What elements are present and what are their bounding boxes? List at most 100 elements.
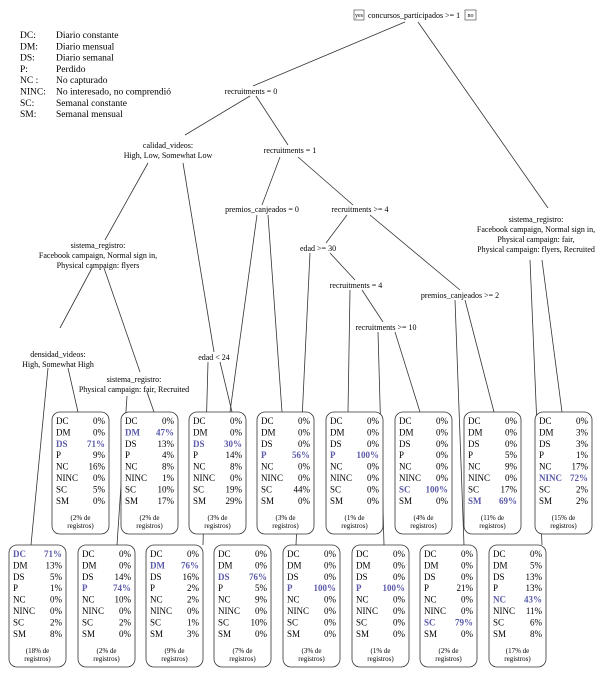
leaf-class-value: 0% xyxy=(187,549,200,559)
leaf-class-value: 0% xyxy=(324,560,337,570)
split-edad-lt-24: edad < 24 xyxy=(198,353,230,362)
leaf-footnote-1: (11% de xyxy=(481,514,504,522)
leaf-class-value: 47% xyxy=(156,427,174,437)
leaf-class-value: 0% xyxy=(324,606,337,616)
leaf-class-value: 8% xyxy=(162,462,175,472)
root-node: yes concursos_participados >= 1 no xyxy=(353,9,477,21)
leaf-class-label: P xyxy=(82,583,88,593)
leaf-class-value: 5% xyxy=(93,484,106,494)
leaf-class-label: DS xyxy=(261,439,273,449)
leaf-box xyxy=(120,411,179,535)
leaf-class-label: P xyxy=(193,450,198,460)
leaf-box xyxy=(282,544,341,668)
leaf-footnote-1: (2% de xyxy=(438,647,458,655)
leaf-class-label: NC xyxy=(56,462,69,472)
leaf-class-label: NINC xyxy=(13,606,35,616)
leaf-class-label: SM xyxy=(261,496,274,506)
split-premios-canjeados-ge-2: premios_canjeados >= 2 xyxy=(421,291,499,300)
leaf-class-label: NC xyxy=(356,595,369,605)
leaf-box xyxy=(351,544,410,668)
leaf-class-label: DM xyxy=(82,560,97,570)
leaf-footnote-2: registros) xyxy=(341,522,368,530)
leaf-class-label: DC xyxy=(468,416,481,426)
leaf-class-value: 0% xyxy=(324,549,337,559)
leaf-class-value: 9% xyxy=(505,462,518,472)
leaf-class-value: 0% xyxy=(461,549,474,559)
leaf-class-value: 0% xyxy=(324,595,337,605)
leaf-class-label: NC xyxy=(468,462,481,472)
leaf-class-label: SC xyxy=(13,617,24,627)
leaf-class-label: NINC xyxy=(261,473,283,483)
leaf-class-label: NINC xyxy=(287,606,309,616)
leaf-class-value: 8% xyxy=(50,629,63,639)
leaf-box xyxy=(488,544,547,668)
leaf-class-label: SM xyxy=(193,496,206,506)
leaf-box xyxy=(213,544,272,668)
split-recruitments-4: recruitments = 4 xyxy=(330,281,383,290)
leaf-class-label: DS xyxy=(330,439,342,449)
split-recruitments-0: recruitments = 0 xyxy=(225,87,278,96)
leaf-class-value: 5% xyxy=(255,583,268,593)
leaf-class-label: NC xyxy=(13,595,26,605)
leaf-footnote-2: registros) xyxy=(550,522,577,530)
split-sistema-registro-left-1: sistema_registro: xyxy=(71,241,126,250)
leaf-node: DC 0% DM 5% DS 13% P 13% NC 43% NINC 11% SC 6% SM 8%(17… xyxy=(488,544,547,668)
leaf-class-label: SM xyxy=(125,496,138,506)
leaf-class-value: 13% xyxy=(158,439,175,449)
legend-code: DM: xyxy=(20,42,38,52)
leaf-class-label: DS xyxy=(125,439,137,449)
leaf-class-label: SM xyxy=(56,496,69,506)
leaf-class-value: 72% xyxy=(570,473,588,483)
leaf-footnote-1: (15% de xyxy=(552,514,576,522)
leaf-class-value: 3% xyxy=(576,427,589,437)
leaf-class-value: 0% xyxy=(436,462,449,472)
leaf-class-value: 11% xyxy=(526,606,543,616)
leaf-class-label: DM xyxy=(539,427,554,437)
leaf-class-label: DM xyxy=(399,427,414,437)
leaf-box xyxy=(394,411,453,535)
leaf-class-value: 17% xyxy=(501,484,518,494)
leaf-class-value: 0% xyxy=(505,427,518,437)
leaf-class-label: P xyxy=(399,450,404,460)
leaf-class-value: 2% xyxy=(576,496,589,506)
leaf-footnote-2: registros) xyxy=(161,655,188,663)
leaf-class-value: 0% xyxy=(436,473,449,483)
leaf-footnote-2: registros) xyxy=(93,655,120,663)
leaf-class-label: SC xyxy=(468,484,479,494)
leaf-class-label: NINC xyxy=(330,473,352,483)
leaf-class-value: 0% xyxy=(298,439,311,449)
leaf-footnote-1: (18% de xyxy=(26,647,50,655)
leaf-class-value: 71% xyxy=(44,549,62,559)
leaf-class-value: 1% xyxy=(50,583,63,593)
leaf-class-label: P xyxy=(261,450,267,460)
leaf-class-label: DM xyxy=(424,560,439,570)
leaf-class-label: SM xyxy=(493,629,506,639)
leaf-footnote-1: (9% de xyxy=(164,647,184,655)
leaf-class-value: 1% xyxy=(162,473,175,483)
leaf-class-label: DC xyxy=(150,549,163,559)
leaf-box xyxy=(463,411,522,535)
leaf-footnote-1: (1% de xyxy=(344,514,364,522)
leaf-class-value: 0% xyxy=(93,473,106,483)
leaf-class-value: 79% xyxy=(455,617,473,627)
leaf-node: DC 71% DM 13% DS 5% P 1% NC 0% NINC 0% SC 2% SM 8%(18% … xyxy=(8,544,67,668)
legend: DC: Diario constante DM: Diario mensual DS: D… xyxy=(20,31,171,120)
leaf-class-label: SM xyxy=(399,496,412,506)
leaf-class-label: NINC xyxy=(218,606,240,616)
leaf-class-value: 0% xyxy=(393,606,406,616)
leaf-class-label: DS xyxy=(150,572,162,582)
leaf-class-value: 17% xyxy=(572,462,589,472)
leaf-class-label: SM xyxy=(468,496,482,506)
leaf-class-value: 0% xyxy=(436,496,449,506)
leaf-class-value: 4% xyxy=(162,450,175,460)
leaf-class-value: 0% xyxy=(461,595,474,605)
legend-desc: Perdido xyxy=(56,65,86,75)
leaf-footnote-1: (3% de xyxy=(275,514,295,522)
leaf-class-label: NINC xyxy=(125,473,147,483)
leaf-class-value: 29% xyxy=(226,496,243,506)
leaf-class-label: SC xyxy=(356,617,367,627)
leaf-box xyxy=(419,544,478,668)
split-densidad-videos-1: densidad_videos: xyxy=(30,350,86,359)
leaf-box xyxy=(145,544,204,668)
leaf-box xyxy=(51,411,110,535)
